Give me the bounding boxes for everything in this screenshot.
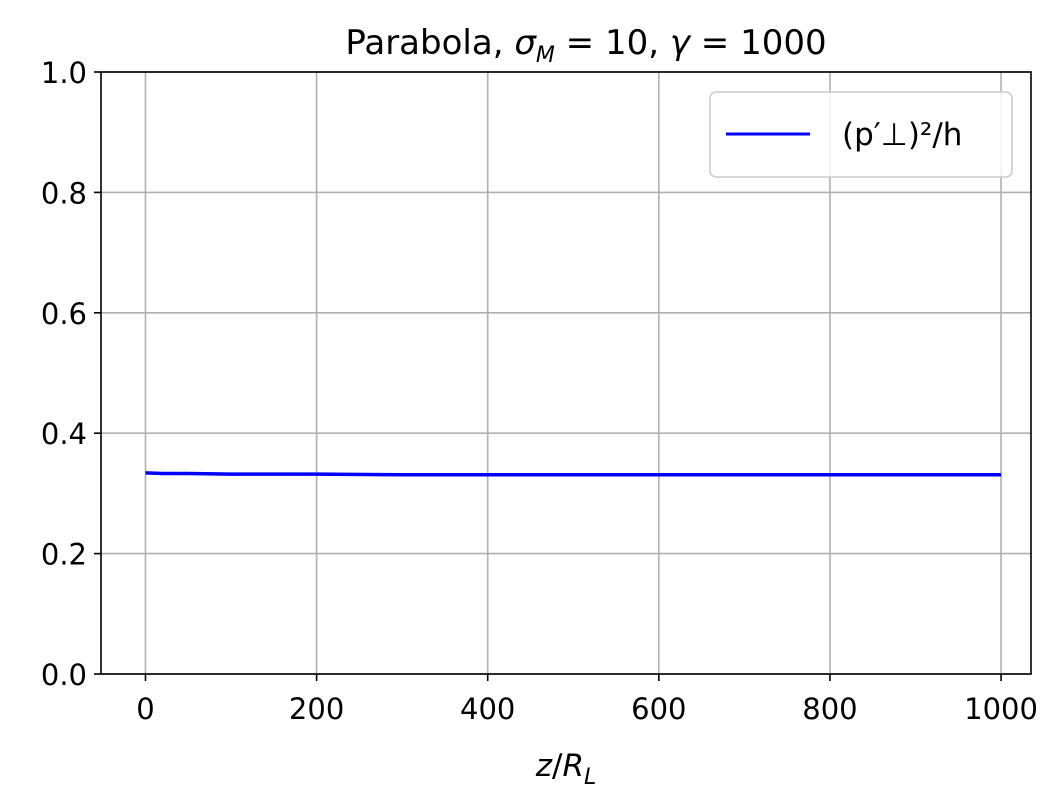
- xlabel-sub: L: [584, 765, 596, 790]
- y-tick-label: 0.4: [41, 417, 87, 451]
- x-tick-label: 200: [289, 692, 344, 726]
- ticks: 0 200 400 600 800 1000 0.0 0.2 0.4 0.6 0.8 1.0: [41, 56, 1038, 726]
- chart-title: Parabola, σM = 10, γ = 1000: [345, 23, 826, 68]
- x-axis-label: z/RL: [535, 748, 597, 790]
- title-gamma: γ: [670, 23, 692, 63]
- y-tick-label: 0.0: [41, 658, 87, 692]
- series-line: [145, 471, 1002, 477]
- x-tick-label: 600: [631, 692, 686, 726]
- legend: (p′⊥)²/h: [709, 91, 1013, 178]
- title-prefix: Parabola: [345, 23, 492, 63]
- xlabel-z: z: [535, 748, 553, 784]
- xlabel-slash: /: [552, 748, 563, 784]
- xlabel-R: R: [562, 748, 584, 784]
- series-layer: [145, 471, 1002, 477]
- y-tick-label: 1.0: [41, 56, 87, 90]
- y-tick-label: 0.8: [41, 176, 87, 210]
- title-sigma: σ: [514, 23, 537, 63]
- legend-box: [709, 91, 1013, 178]
- x-tick-label: 800: [802, 692, 857, 726]
- title-eq2: = 1000: [690, 23, 827, 63]
- x-tick-label: 400: [460, 692, 515, 726]
- x-tick-label: 0: [136, 692, 154, 726]
- legend-label: (p′⊥)²/h: [842, 117, 962, 153]
- title-eq1: = 10,: [555, 23, 670, 63]
- y-tick-label: 0.2: [41, 538, 87, 572]
- title-sigma-sub: M: [536, 43, 555, 68]
- x-tick-label: 1000: [964, 692, 1038, 726]
- y-tick-label: 0.6: [41, 297, 87, 331]
- axes-frame: [100, 71, 1032, 675]
